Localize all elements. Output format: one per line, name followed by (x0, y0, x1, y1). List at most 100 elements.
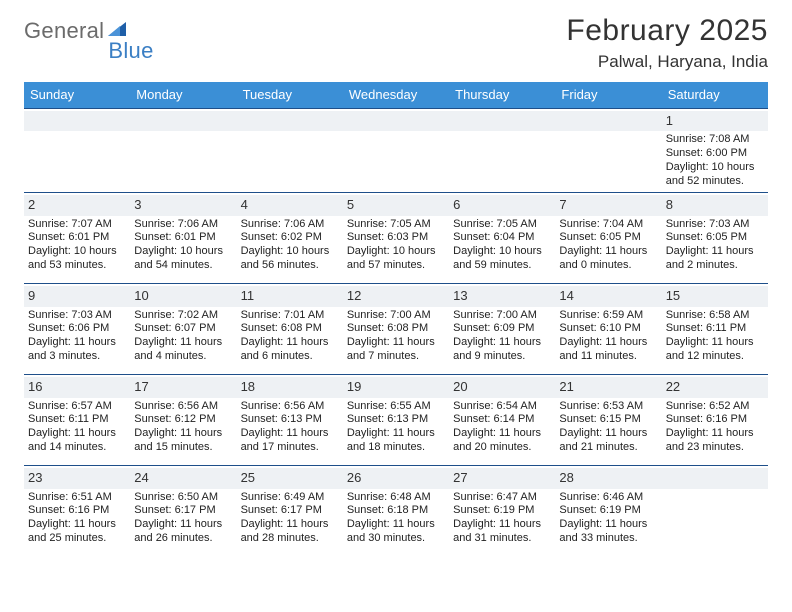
day-number: 17 (134, 379, 148, 394)
sunrise-line: Sunrise: 7:05 AM (453, 218, 551, 232)
day-number-strip: 9 (24, 286, 130, 306)
day-body: Sunrise: 6:48 AMSunset: 6:18 PMDaylight:… (347, 491, 445, 546)
day-body: Sunrise: 6:56 AMSunset: 6:12 PMDaylight:… (134, 400, 232, 455)
day-body: Sunrise: 7:00 AMSunset: 6:08 PMDaylight:… (347, 309, 445, 364)
sunrise-line: Sunrise: 7:00 AM (453, 309, 551, 323)
day-body: Sunrise: 7:02 AMSunset: 6:07 PMDaylight:… (134, 309, 232, 364)
day-number-strip (130, 111, 236, 131)
daylight-line: Daylight: 11 hours (241, 427, 339, 441)
sunrise-line: Sunrise: 7:07 AM (28, 218, 126, 232)
calendar: Sunday Monday Tuesday Wednesday Thursday… (24, 82, 768, 556)
daylight-line: Daylight: 11 hours (453, 427, 551, 441)
weeks-container: 1Sunrise: 7:08 AMSunset: 6:00 PMDaylight… (24, 108, 768, 556)
day-number: 19 (347, 379, 361, 394)
day-cell: 22Sunrise: 6:52 AMSunset: 6:16 PMDayligh… (662, 375, 768, 465)
daylight-line: Daylight: 10 hours (28, 245, 126, 259)
sunset-line: Sunset: 6:11 PM (28, 413, 126, 427)
day-number-strip: 17 (130, 377, 236, 397)
day-cell (662, 466, 768, 556)
day-body: Sunrise: 7:03 AMSunset: 6:06 PMDaylight:… (28, 309, 126, 364)
daylight-line: and 6 minutes. (241, 350, 339, 364)
day-cell (555, 109, 661, 192)
week-row: 2Sunrise: 7:07 AMSunset: 6:01 PMDaylight… (24, 192, 768, 283)
daylight-line: Daylight: 11 hours (28, 518, 126, 532)
day-cell: 13Sunrise: 7:00 AMSunset: 6:09 PMDayligh… (449, 284, 555, 374)
sunset-line: Sunset: 6:04 PM (453, 231, 551, 245)
day-number: 26 (347, 470, 361, 485)
sunrise-line: Sunrise: 6:54 AM (453, 400, 551, 414)
weekday-cell: Friday (555, 82, 661, 108)
day-cell: 27Sunrise: 6:47 AMSunset: 6:19 PMDayligh… (449, 466, 555, 556)
day-number-strip: 26 (343, 468, 449, 488)
sunset-line: Sunset: 6:14 PM (453, 413, 551, 427)
day-body: Sunrise: 6:57 AMSunset: 6:11 PMDaylight:… (28, 400, 126, 455)
day-cell: 19Sunrise: 6:55 AMSunset: 6:13 PMDayligh… (343, 375, 449, 465)
week-row: 9 Sunrise: 7:03 AMSunset: 6:06 PMDaylight… (24, 283, 768, 374)
day-body: Sunrise: 7:05 AMSunset: 6:04 PMDaylight:… (453, 218, 551, 273)
daylight-line: and 15 minutes. (134, 441, 232, 455)
day-number: 27 (453, 470, 467, 485)
weekday-cell: Wednesday (343, 82, 449, 108)
day-cell (24, 109, 130, 192)
day-body: Sunrise: 7:07 AMSunset: 6:01 PMDaylight:… (28, 218, 126, 273)
day-number-strip: 16 (24, 377, 130, 397)
sunrise-line: Sunrise: 7:03 AM (666, 218, 764, 232)
sunrise-line: Sunrise: 6:53 AM (559, 400, 657, 414)
day-cell: 1Sunrise: 7:08 AMSunset: 6:00 PMDaylight… (662, 109, 768, 192)
daylight-line: and 52 minutes. (666, 175, 764, 189)
day-body: Sunrise: 7:08 AMSunset: 6:00 PMDaylight:… (666, 133, 764, 188)
day-number-strip: 20 (449, 377, 555, 397)
day-number (559, 113, 563, 128)
day-cell (343, 109, 449, 192)
day-number-strip: 19 (343, 377, 449, 397)
daylight-line: Daylight: 10 hours (241, 245, 339, 259)
day-number-strip: 24 (130, 468, 236, 488)
sunrise-line: Sunrise: 7:08 AM (666, 133, 764, 147)
sunrise-line: Sunrise: 7:01 AM (241, 309, 339, 323)
sunset-line: Sunset: 6:08 PM (347, 322, 445, 336)
logo: General Blue (24, 18, 154, 64)
day-cell (237, 109, 343, 192)
day-cell: 23Sunrise: 6:51 AMSunset: 6:16 PMDayligh… (24, 466, 130, 556)
location-label: Palwal, Haryana, India (566, 52, 768, 72)
day-body: Sunrise: 7:01 AMSunset: 6:08 PMDaylight:… (241, 309, 339, 364)
daylight-line: and 12 minutes. (666, 350, 764, 364)
day-number-strip: 15 (662, 286, 768, 306)
day-cell: 7Sunrise: 7:04 AMSunset: 6:05 PMDaylight… (555, 193, 661, 283)
day-body: Sunrise: 7:05 AMSunset: 6:03 PMDaylight:… (347, 218, 445, 273)
week-row: 1Sunrise: 7:08 AMSunset: 6:00 PMDaylight… (24, 108, 768, 192)
day-number: 16 (28, 379, 42, 394)
sunset-line: Sunset: 6:11 PM (666, 322, 764, 336)
day-cell (130, 109, 236, 192)
day-body: Sunrise: 6:51 AMSunset: 6:16 PMDaylight:… (28, 491, 126, 546)
sunrise-line: Sunrise: 6:59 AM (559, 309, 657, 323)
day-cell: 25Sunrise: 6:49 AMSunset: 6:17 PMDayligh… (237, 466, 343, 556)
day-number-strip: 2 (24, 195, 130, 215)
sunrise-line: Sunrise: 6:49 AM (241, 491, 339, 505)
day-number-strip: 28 (555, 468, 661, 488)
day-number-strip: 25 (237, 468, 343, 488)
daylight-line: and 56 minutes. (241, 259, 339, 273)
day-number: 14 (559, 288, 573, 303)
daylight-line: and 28 minutes. (241, 532, 339, 546)
day-cell: 8Sunrise: 7:03 AMSunset: 6:05 PMDaylight… (662, 193, 768, 283)
daylight-line: and 31 minutes. (453, 532, 551, 546)
sunrise-line: Sunrise: 6:47 AM (453, 491, 551, 505)
daylight-line: and 21 minutes. (559, 441, 657, 455)
sunset-line: Sunset: 6:01 PM (134, 231, 232, 245)
day-number (453, 113, 457, 128)
daylight-line: Daylight: 10 hours (134, 245, 232, 259)
day-body: Sunrise: 7:04 AMSunset: 6:05 PMDaylight:… (559, 218, 657, 273)
daylight-line: Daylight: 11 hours (347, 336, 445, 350)
daylight-line: and 3 minutes. (28, 350, 126, 364)
day-number: 12 (347, 288, 361, 303)
day-cell: 17 Sunrise: 6:56 AMSunset: 6:12 PMDayligh… (130, 375, 236, 465)
day-number (28, 113, 32, 128)
sunset-line: Sunset: 6:09 PM (453, 322, 551, 336)
day-body: Sunrise: 6:52 AMSunset: 6:16 PMDaylight:… (666, 400, 764, 455)
daylight-line: and 0 minutes. (559, 259, 657, 273)
day-number: 10 (134, 288, 148, 303)
daylight-line: and 2 minutes. (666, 259, 764, 273)
daylight-line: Daylight: 11 hours (241, 518, 339, 532)
sunrise-line: Sunrise: 6:46 AM (559, 491, 657, 505)
